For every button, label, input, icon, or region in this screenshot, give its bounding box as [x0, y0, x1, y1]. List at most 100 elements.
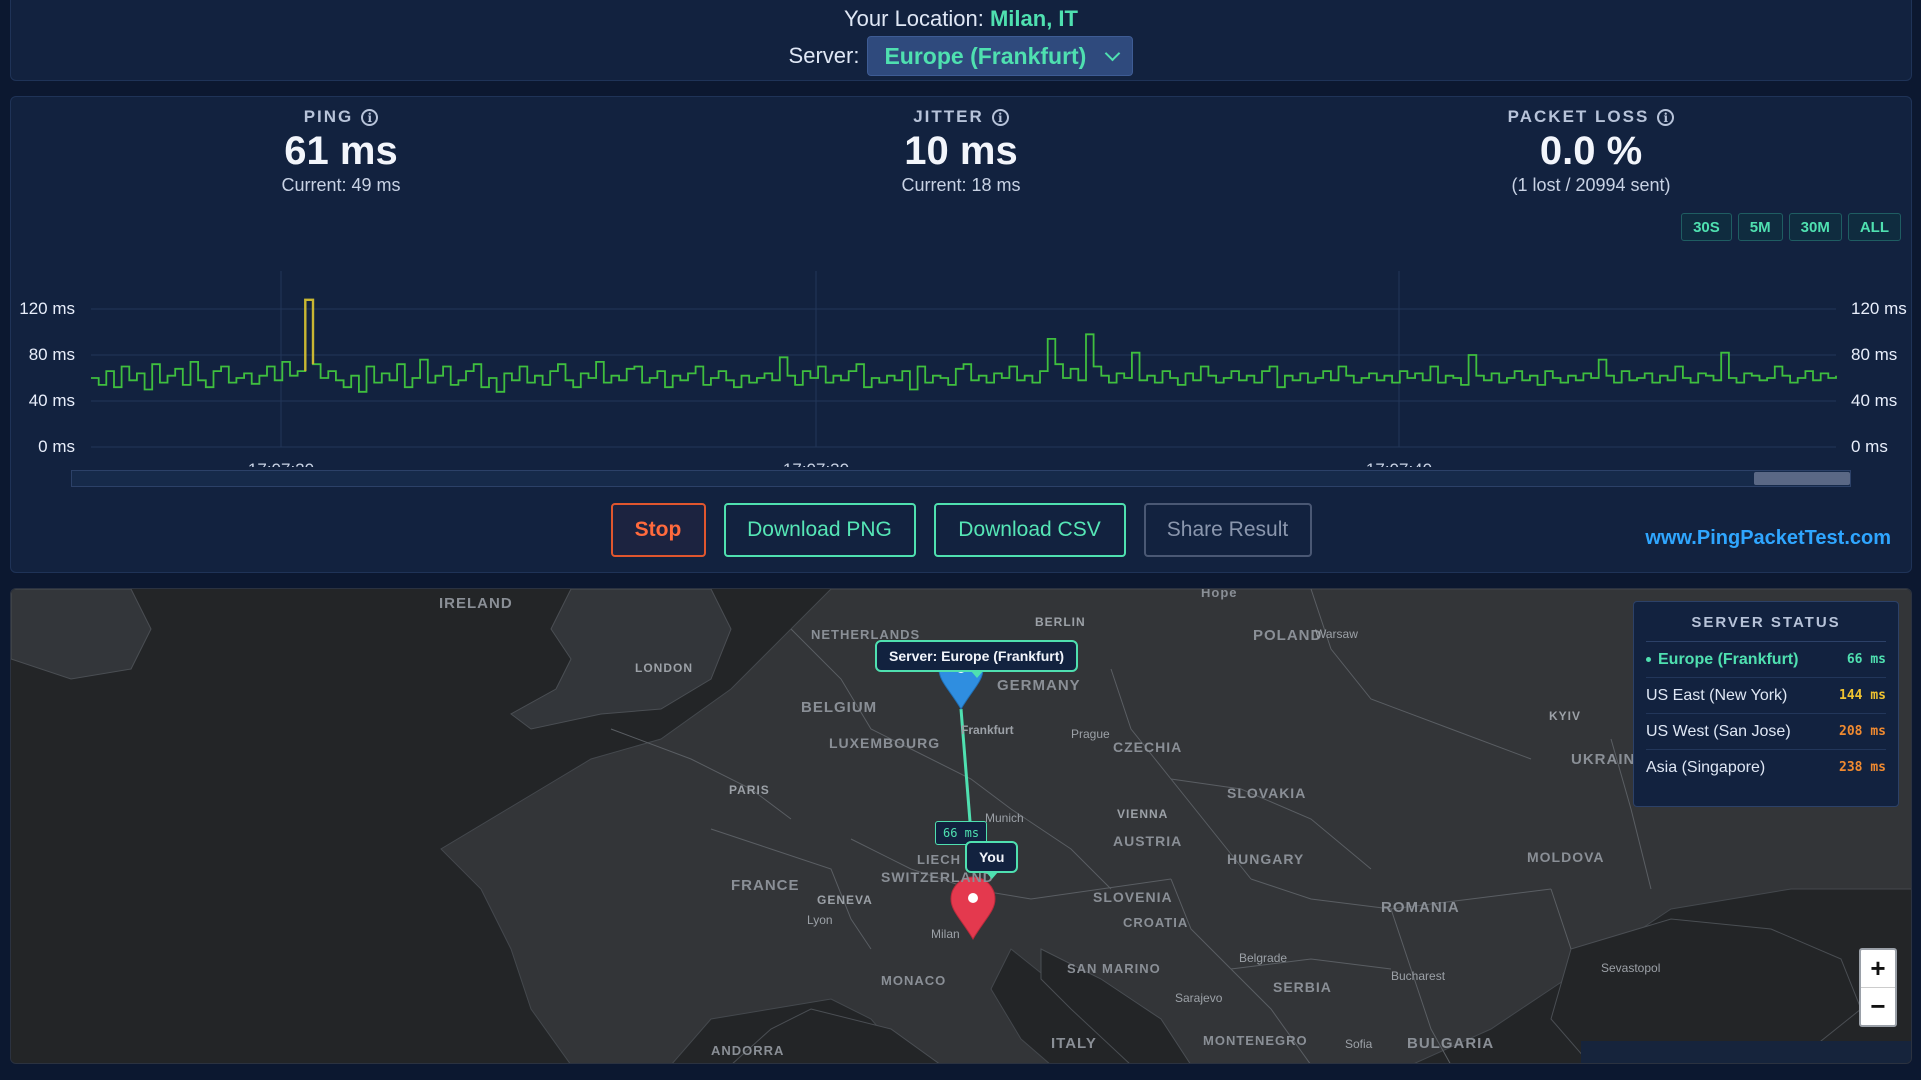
- server-status-row[interactable]: Europe (Frankfurt) 66 ms: [1646, 642, 1886, 678]
- country-label: HUNGARY: [1227, 851, 1305, 867]
- ping-title: PING: [303, 107, 354, 126]
- range-button-30m[interactable]: 30M: [1788, 213, 1842, 241]
- user-marker-icon: [950, 876, 996, 940]
- jitter-value: 10 ms: [904, 129, 1018, 173]
- server-status-name-text: Asia (Singapore): [1646, 758, 1766, 776]
- city-label: Warsaw: [1315, 627, 1358, 641]
- server-status-latency: 238 ms: [1839, 760, 1886, 775]
- country-label: NETHERLANDS: [811, 627, 921, 642]
- server-status-name: Europe (Frankfurt): [1646, 651, 1798, 669]
- server-status-row[interactable]: US East (New York) 144 ms: [1646, 678, 1886, 714]
- country-label: POLAND: [1253, 627, 1323, 644]
- city-label: BERLIN: [1035, 615, 1086, 629]
- ping-chart: 120 ms 120 ms 80 ms 80 ms 40 ms 40 ms 0 ms 0 ms…: [19, 271, 1907, 467]
- city-label: VIENNA: [1117, 807, 1169, 821]
- ping-series-line: [91, 298, 1837, 393]
- land-ireland: [11, 589, 152, 680]
- zoom-in-button[interactable]: +: [1861, 950, 1895, 988]
- range-button-5m[interactable]: 5M: [1737, 213, 1783, 241]
- country-label: MOLDOVA: [1527, 849, 1605, 865]
- country-label: FRANCE: [731, 877, 800, 894]
- time-range-buttons: 30S 5M 30M ALL: [1681, 213, 1901, 241]
- ping-current: Current: 49 ms: [281, 175, 401, 195]
- x-tick-label: 17:07:30: [783, 460, 849, 467]
- server-status-name-text: Europe (Frankfurt): [1658, 650, 1799, 668]
- country-label: CROATIA: [1123, 915, 1189, 930]
- download-png-button[interactable]: Download PNG: [723, 503, 916, 557]
- city-label: GENEVA: [817, 893, 873, 907]
- ping-title-row: PING i: [141, 107, 541, 127]
- server-status-latency: 208 ms: [1839, 724, 1886, 739]
- server-status-name-text: US West (San Jose): [1646, 722, 1791, 740]
- server-status-name-text: US East (New York): [1646, 686, 1788, 704]
- packet-loss-detail: (1 lost / 20994 sent): [1511, 175, 1671, 195]
- location-header: Your Location: Milan, IT Server: Europe …: [10, 0, 1912, 81]
- y-tick-label: 40 ms: [29, 391, 75, 410]
- country-label: LIECH: [917, 852, 961, 867]
- location-label: Your Location:: [844, 6, 984, 31]
- city-label: LONDON: [635, 661, 693, 675]
- stop-button[interactable]: Stop: [610, 503, 706, 557]
- chart-scrollbar[interactable]: [71, 470, 1851, 487]
- country-label: SLOVAKIA: [1227, 785, 1307, 801]
- y-tick-label: 80 ms: [29, 345, 75, 364]
- info-icon[interactable]: i: [991, 108, 1009, 126]
- jitter-title: JITTER: [913, 107, 984, 126]
- city-label: Belgrade: [1239, 951, 1288, 965]
- range-button-30s[interactable]: 30S: [1681, 213, 1732, 241]
- y-tick-label: 0 ms: [38, 437, 75, 456]
- server-status-name: US West (San Jose): [1646, 723, 1791, 741]
- jitter-stat: JITTER i 10 ms Current: 18 ms: [761, 107, 1161, 196]
- server-status-name: US East (New York): [1646, 687, 1787, 705]
- ping-stat: PING i 61 ms Current: 49 ms: [141, 107, 541, 196]
- active-dot-icon: [1646, 656, 1651, 662]
- packet-loss-title-row: PACKET LOSS i: [1391, 107, 1791, 127]
- city-label: Sofia: [1345, 1037, 1373, 1051]
- location-line: Your Location: Milan, IT: [11, 6, 1911, 32]
- country-label: Hope: [1201, 588, 1238, 600]
- country-label: MONACO: [881, 973, 947, 988]
- server-status-row[interactable]: US West (San Jose) 208 ms: [1646, 714, 1886, 750]
- stats-panel: PING i 61 ms Current: 49 ms JITTER i 10 …: [10, 96, 1912, 573]
- map-panel[interactable]: IRELAND NETHERLANDS BELGIUM LUXEMBOURG F…: [10, 588, 1912, 1064]
- country-label: BULGARIA: [1407, 1035, 1495, 1052]
- packet-loss-stat: PACKET LOSS i 0.0 % (1 lost / 20994 sent…: [1391, 107, 1791, 196]
- y-tick-label-right: 40 ms: [1851, 391, 1897, 410]
- share-result-button[interactable]: Share Result: [1143, 503, 1312, 557]
- x-tick-label: 17:07:20: [248, 460, 314, 467]
- country-label: ITALY: [1051, 1035, 1097, 1052]
- city-label: Lyon: [807, 913, 833, 927]
- you-tooltip: You: [965, 841, 1019, 879]
- city-label: Prague: [1071, 727, 1110, 741]
- server-select[interactable]: Europe (Frankfurt): [867, 36, 1134, 76]
- server-status-panel: SERVER STATUS Europe (Frankfurt) 66 ms US …: [1633, 601, 1899, 807]
- country-label: SLOVENIA: [1093, 889, 1173, 905]
- city-label: Munich: [985, 811, 1024, 825]
- range-button-all[interactable]: ALL: [1847, 213, 1901, 241]
- zoom-out-button[interactable]: −: [1870, 991, 1886, 1021]
- y-tick-label: 120 ms: [19, 299, 75, 318]
- city-label: Sevastopol: [1601, 961, 1661, 975]
- country-label: CZECHIA: [1113, 739, 1183, 755]
- server-selected-value: Europe (Frankfurt): [884, 42, 1087, 69]
- country-label: AUSTRIA: [1113, 833, 1183, 849]
- country-label: MONTENEGRO: [1203, 1033, 1308, 1048]
- city-label: Bucharest: [1391, 969, 1446, 983]
- city-label: Sarajevo: [1175, 991, 1223, 1005]
- info-icon[interactable]: i: [361, 108, 379, 126]
- country-label: LUXEMBOURG: [829, 735, 941, 751]
- packet-loss-title: PACKET LOSS: [1507, 107, 1650, 126]
- country-label: GERMANY: [997, 677, 1081, 694]
- country-label: IRELAND: [439, 595, 513, 612]
- server-status-name: Asia (Singapore): [1646, 759, 1765, 777]
- server-status-latency: 66 ms: [1846, 652, 1886, 667]
- download-csv-button[interactable]: Download CSV: [933, 503, 1126, 557]
- country-label: BELGIUM: [801, 699, 878, 716]
- site-link[interactable]: www.PingPacketTest.com: [1645, 527, 1891, 549]
- location-value: Milan, IT: [989, 6, 1078, 31]
- y-tick-label-right: 80 ms: [1851, 345, 1897, 364]
- info-icon[interactable]: i: [1657, 108, 1675, 126]
- scrollbar-thumb[interactable]: [1754, 472, 1850, 485]
- server-status-row[interactable]: Asia (Singapore) 238 ms: [1646, 750, 1886, 785]
- x-tick-label: 17:07:40: [1366, 460, 1432, 467]
